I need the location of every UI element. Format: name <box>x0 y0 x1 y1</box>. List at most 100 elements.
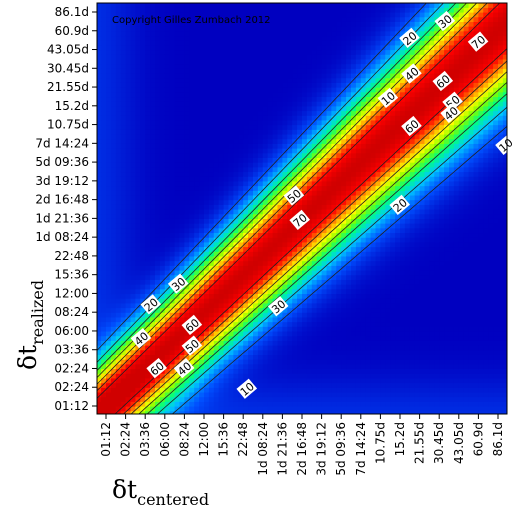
heatmap-cell <box>316 387 323 393</box>
heatmap-cell <box>277 204 283 210</box>
heatmap-cell <box>272 232 279 238</box>
heatmap-cell <box>326 133 332 140</box>
heatmap-cell <box>351 307 357 313</box>
heatmap-cell <box>331 3 337 8</box>
heatmap-cell <box>282 237 288 243</box>
heatmap-cell <box>287 49 293 55</box>
heatmap-cell <box>97 12 102 18</box>
heatmap-cell <box>199 410 205 414</box>
heatmap-cell <box>341 373 347 379</box>
heatmap-cell <box>277 110 283 116</box>
heatmap-cell <box>115 40 122 46</box>
heatmap-cell <box>316 101 323 107</box>
heatmap-cell <box>321 133 328 140</box>
heatmap-cell <box>346 330 352 337</box>
heatmap-cell <box>204 91 210 98</box>
heatmap-cell <box>326 110 332 116</box>
heatmap-cell <box>199 204 205 210</box>
heatmap-cell <box>125 87 132 93</box>
heatmap-cell <box>331 368 337 374</box>
heatmap-cell <box>287 133 293 140</box>
heatmap-cell <box>360 274 367 280</box>
heatmap-cell <box>218 133 225 140</box>
heatmap-cell <box>140 171 146 177</box>
heatmap-cell <box>120 293 127 299</box>
heatmap-cell <box>326 307 332 313</box>
heatmap-cell <box>101 241 107 248</box>
heatmap-cell <box>346 35 352 41</box>
heatmap-cell <box>316 185 323 191</box>
heatmap-cell <box>145 377 151 384</box>
heatmap-cell <box>360 316 367 323</box>
heatmap-cell <box>159 133 166 140</box>
heatmap-cell <box>130 209 136 215</box>
heatmap-cell <box>189 30 195 37</box>
heatmap-cell <box>179 44 185 51</box>
heatmap-cell <box>189 119 195 126</box>
heatmap-cell <box>351 96 357 102</box>
heatmap-cell <box>321 232 328 238</box>
heatmap-cell <box>125 54 132 60</box>
heatmap-cell <box>208 269 215 276</box>
heatmap-cell <box>199 345 205 351</box>
heatmap-cell <box>365 279 372 285</box>
heatmap-cell <box>321 119 328 126</box>
heatmap-cell <box>282 63 288 69</box>
heatmap-cell <box>228 288 234 295</box>
heatmap-cell <box>140 246 146 252</box>
heatmap-cell <box>150 35 156 41</box>
heatmap-cell <box>101 162 107 168</box>
heatmap-cell <box>150 349 156 355</box>
heatmap-cell <box>135 396 141 402</box>
heatmap-cell <box>311 185 318 191</box>
heatmap-cell <box>233 96 239 102</box>
heatmap-cell <box>194 49 200 55</box>
heatmap-cell <box>199 82 205 88</box>
heatmap-cell <box>150 330 156 337</box>
heatmap-cell <box>164 12 171 18</box>
heatmap-cell <box>262 35 269 41</box>
heatmap-cell <box>306 340 313 346</box>
heatmap-cell <box>321 223 328 229</box>
heatmap-cell <box>302 349 308 355</box>
heatmap-cell <box>150 335 156 341</box>
heatmap-cell <box>297 274 303 280</box>
heatmap-cell <box>145 190 151 196</box>
heatmap-cell <box>106 363 112 370</box>
heatmap-cell <box>243 377 249 384</box>
heatmap-cell <box>110 148 117 154</box>
heatmap-cell <box>179 218 185 224</box>
heatmap-cell <box>125 124 132 130</box>
heatmap-cell <box>355 82 362 88</box>
heatmap-cell <box>233 115 239 121</box>
heatmap-cell <box>120 209 127 215</box>
heatmap-cell <box>208 223 215 229</box>
heatmap-cell <box>351 340 357 346</box>
heatmap-cell <box>302 30 308 37</box>
heatmap-cell <box>267 3 274 8</box>
heatmap-cell <box>233 190 239 196</box>
heatmap-cell <box>106 359 112 365</box>
heatmap-cell <box>346 30 352 37</box>
heatmap-cell <box>297 199 303 205</box>
heatmap-cell <box>262 326 269 332</box>
heatmap-cell <box>208 30 215 37</box>
heatmap-cell <box>135 91 141 98</box>
heatmap-cell <box>169 227 176 234</box>
heatmap-cell <box>208 410 215 414</box>
heatmap-cell <box>311 152 318 158</box>
heatmap-cell <box>184 82 190 88</box>
heatmap-cell <box>355 237 362 243</box>
heatmap-cell <box>277 316 283 323</box>
heatmap-cell <box>110 68 117 74</box>
heatmap-cell <box>257 26 264 32</box>
heatmap-cell <box>199 255 205 262</box>
heatmap-cell <box>243 115 249 121</box>
heatmap-cell <box>204 213 210 219</box>
heatmap-cell <box>238 129 244 135</box>
heatmap-cell <box>164 7 171 13</box>
heatmap-cell <box>287 68 293 74</box>
heatmap-cell <box>277 152 283 158</box>
heatmap-cell <box>140 162 146 168</box>
heatmap-cell <box>110 227 117 234</box>
